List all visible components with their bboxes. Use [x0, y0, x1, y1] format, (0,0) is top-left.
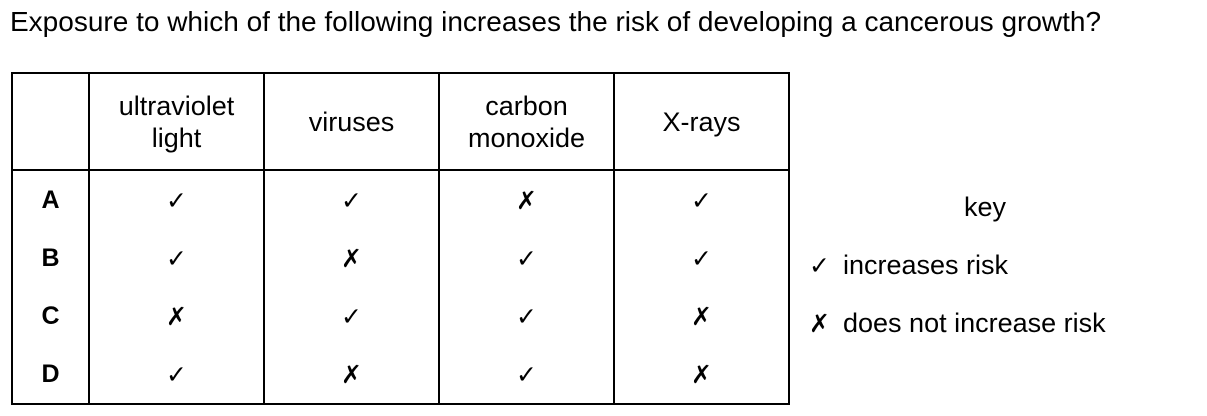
- table-row-a: A ✓ ✓ ✗ ✓: [11, 169, 790, 229]
- row-label: A: [11, 169, 90, 229]
- mark: ✗: [341, 359, 362, 389]
- mark-cell: ✓: [438, 345, 615, 405]
- mark-cell: ✓: [438, 287, 615, 345]
- mark: ✓: [341, 301, 362, 331]
- header-line: X-rays: [662, 106, 741, 137]
- mark: ✗: [516, 185, 537, 215]
- mark-cell: ✗: [438, 169, 615, 229]
- key-title: key: [963, 192, 1007, 222]
- mark-cell: ✗: [263, 229, 440, 287]
- mark-cell: ✓: [88, 229, 265, 287]
- mark: ✓: [691, 243, 712, 273]
- mark: ✓: [166, 185, 187, 215]
- key-item-text: does not increase risk: [843, 308, 1106, 338]
- key-item-increases: ✓ increases risk: [805, 248, 1008, 283]
- mark: ✗: [691, 301, 712, 331]
- mark: ✗: [691, 359, 712, 389]
- mark: ✓: [516, 359, 537, 389]
- header-line: light: [151, 122, 202, 153]
- cross-icon: ✗: [809, 309, 830, 338]
- header-line: ultraviolet: [118, 90, 235, 121]
- mark-cell: ✓: [263, 169, 440, 229]
- mark-cell: ✓: [438, 229, 615, 287]
- header-x-rays: X-rays: [613, 72, 790, 171]
- table-row-d: D ✓ ✗ ✓ ✗: [11, 345, 790, 405]
- key-item-does-not-increase: ✗ does not increase risk: [805, 306, 1106, 341]
- header-line: carbon: [485, 90, 568, 121]
- header-line: monoxide: [467, 122, 586, 153]
- table-row-c: C ✗ ✓ ✓ ✗: [11, 287, 790, 345]
- header-ultraviolet-light: ultraviolet light: [88, 72, 265, 171]
- mark: ✓: [166, 359, 187, 389]
- mark-cell: ✗: [613, 287, 790, 345]
- key-item-text: increases risk: [843, 250, 1009, 280]
- header-cell-empty: [11, 72, 90, 171]
- header-carbon-monoxide: carbon monoxide: [438, 72, 615, 171]
- mark: ✓: [516, 243, 537, 273]
- mark-cell: ✗: [88, 287, 265, 345]
- mark: ✓: [166, 243, 187, 273]
- header-line: viruses: [308, 106, 395, 137]
- mark-cell: ✓: [88, 345, 265, 405]
- mark-cell: ✓: [88, 169, 265, 229]
- mark-cell: ✓: [263, 287, 440, 345]
- mark-cell: ✓: [613, 229, 790, 287]
- header-viruses: viruses: [263, 72, 440, 171]
- header-row: ultraviolet light viruses carbon monoxid…: [11, 72, 790, 171]
- question-text: Exposure to which of the following incre…: [10, 6, 1102, 37]
- table-row-b: B ✓ ✗ ✓ ✓: [11, 229, 790, 287]
- row-label: C: [11, 287, 90, 345]
- mark: ✗: [166, 301, 187, 331]
- row-label: B: [11, 229, 90, 287]
- mark: ✓: [691, 185, 712, 215]
- mark: ✓: [516, 301, 537, 331]
- mark: ✗: [341, 243, 362, 273]
- mark: ✓: [341, 185, 362, 215]
- mark-cell: ✗: [263, 345, 440, 405]
- row-label: D: [11, 345, 90, 405]
- tick-icon: ✓: [809, 251, 830, 280]
- mark-cell: ✓: [613, 169, 790, 229]
- exposure-risk-table: ultraviolet light viruses carbon monoxid…: [11, 72, 790, 405]
- mark-cell: ✗: [613, 345, 790, 405]
